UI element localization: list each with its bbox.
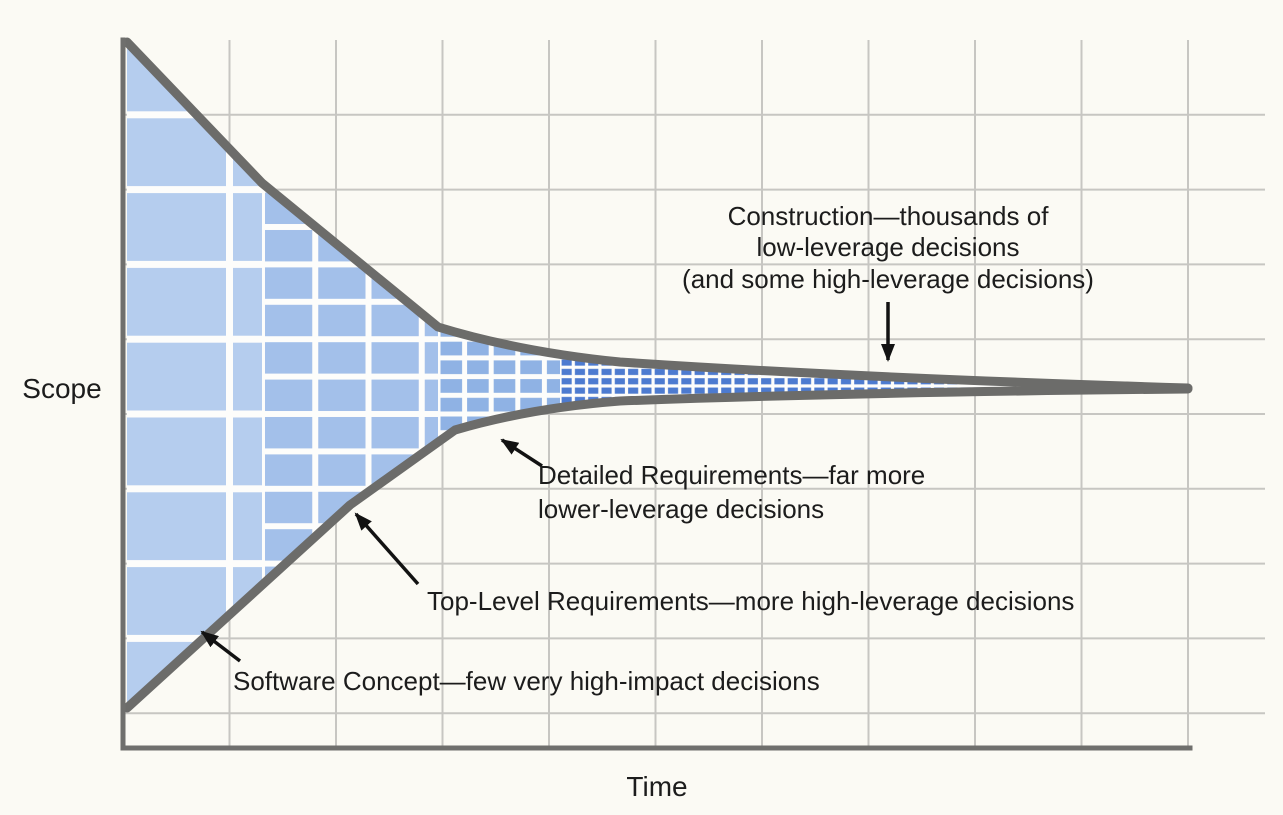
detailed-requirements-label-line1: Detailed Requirements—far more — [538, 460, 925, 490]
annotation-arrows — [200, 302, 895, 663]
funnel-bottom-edge — [122, 384, 1193, 713]
axes — [120, 37, 1193, 751]
construction-label-line1: Construction—thousands of — [728, 201, 1050, 231]
software-concept-label: Software Concept—few very high-impact de… — [233, 666, 820, 696]
detailed-requirements-label-line2: lower-leverage decisions — [538, 494, 824, 524]
top-level-requirements-label: Top-Level Requirements—more high-leverag… — [427, 586, 1074, 616]
x-axis-label: Time — [626, 771, 687, 802]
y-axis-label: Scope — [22, 373, 101, 404]
funnel-top-edge — [122, 37, 1193, 393]
construction-label-line3: (and some high-leverage decisions) — [682, 264, 1094, 294]
construction-label-line2: low-leverage decisions — [756, 232, 1019, 262]
top-level-requirements-arrow — [354, 512, 420, 586]
funnel-border — [122, 37, 1193, 713]
software-concept-arrow — [200, 630, 242, 663]
detailed-requirements-arrow — [500, 438, 543, 468]
grid — [123, 40, 1265, 748]
